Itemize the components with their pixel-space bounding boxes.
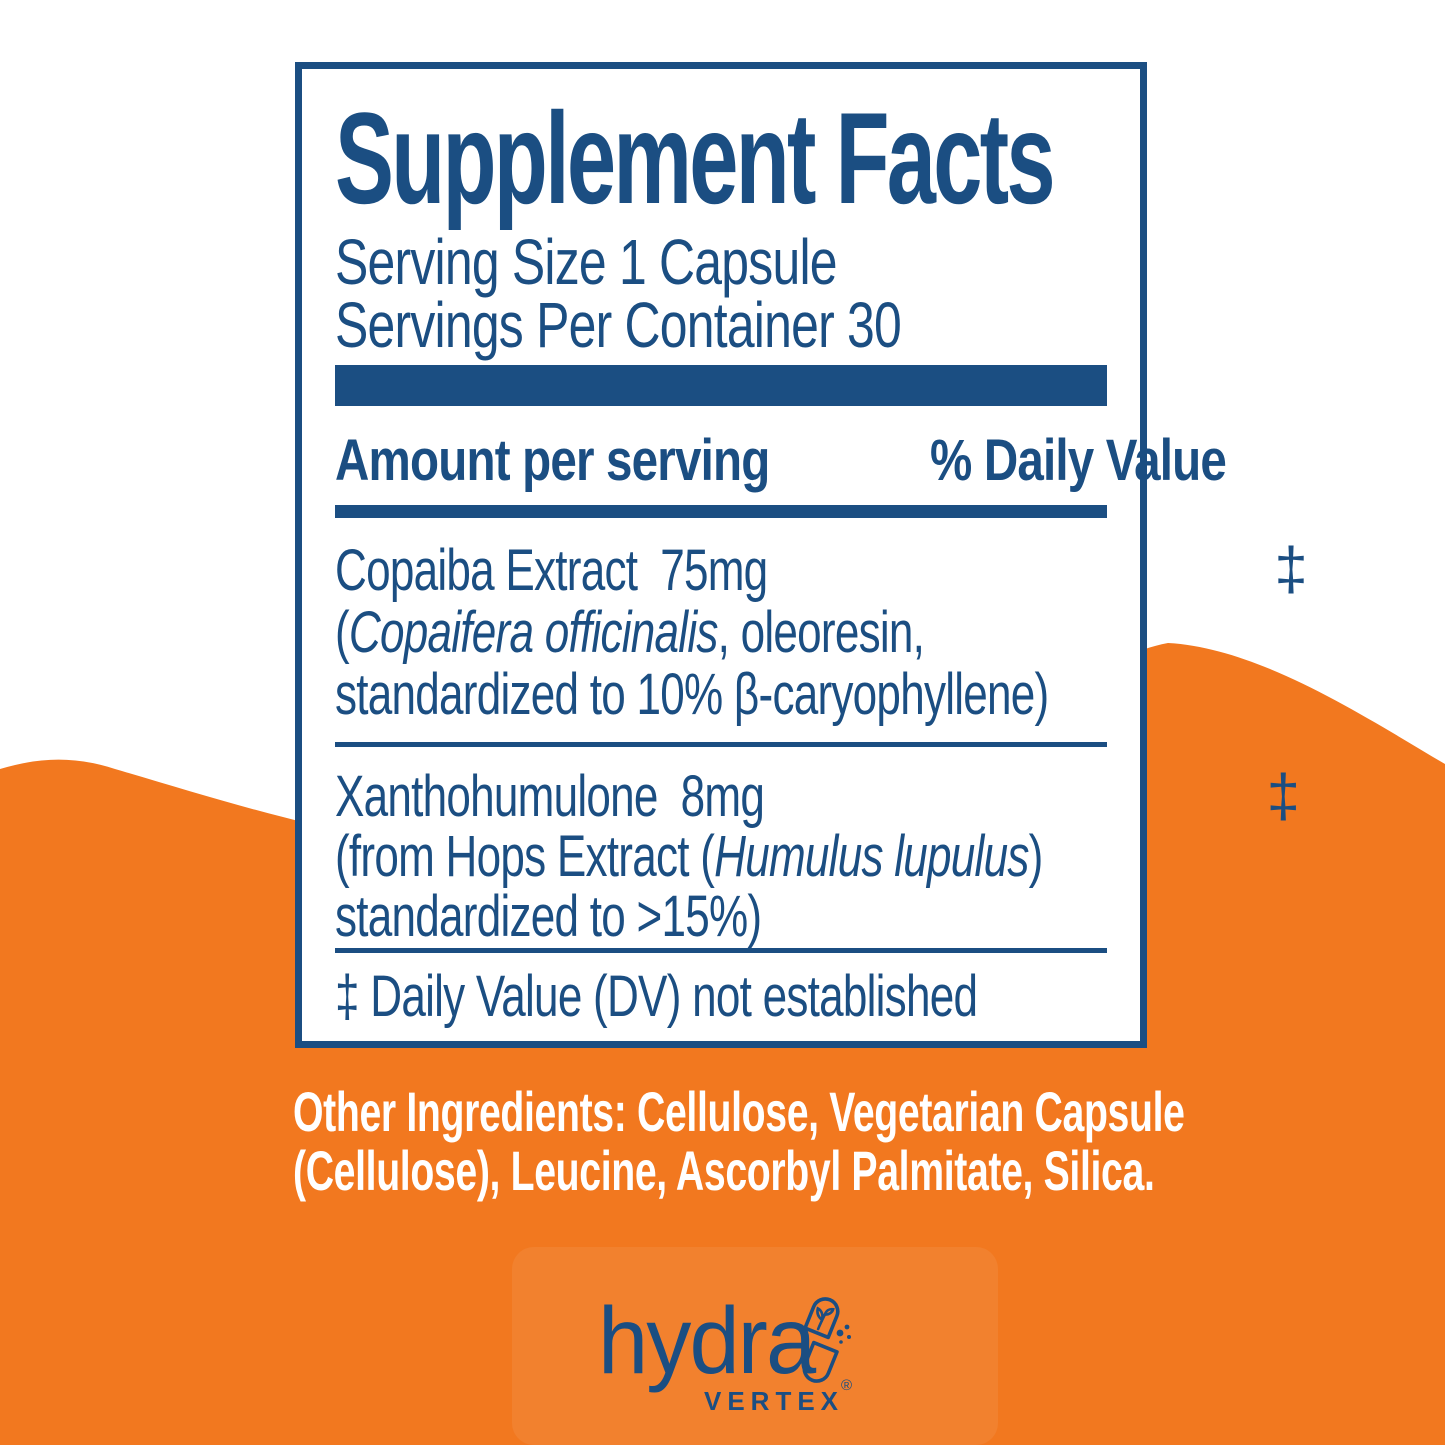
dv-footnote: ‡ Daily Value (DV) not established <box>335 964 978 1029</box>
supplement-facts-panel: Supplement Facts Serving Size 1 Capsule … <box>295 62 1308 1048</box>
ingredient-detail-line: (from Hops Extract (Humulus lupulus) <box>335 824 1043 889</box>
row-separator-rule <box>335 948 1107 953</box>
brand-subtitle: VERTEX <box>704 1386 845 1416</box>
latin-name: Humulus lupulus <box>714 824 1029 889</box>
ingredient-row-xanthohumulone: Xanthohumulone 8mg (from Hops Extract (H… <box>335 764 1300 949</box>
brand-logo: hydra <box>598 1292 868 1442</box>
daily-value-dagger: ‡ <box>1274 535 1308 602</box>
amount-per-serving-header: Amount per serving <box>335 428 770 493</box>
panel-title: Supplement Facts <box>335 85 1056 231</box>
sprout-glyph <box>816 1306 835 1331</box>
other-ingredients: Other Ingredients: Cellulose, Vegetarian… <box>293 1082 1185 1200</box>
ingredient-detail-line: standardized to >15%) <box>335 884 762 949</box>
brand-name: hydra <box>598 1288 816 1394</box>
column-header-row: Amount per serving % Daily Value <box>335 428 1227 493</box>
other-ingredients-line2: (Cellulose), Leucine, Ascorbyl Palmitate… <box>293 1139 1155 1202</box>
daily-value-dagger: ‡ <box>1266 762 1300 829</box>
granule-dots <box>836 1324 851 1344</box>
ingredient-name: Copaiba Extract 75mg <box>335 538 768 603</box>
daily-value-header: % Daily Value <box>929 428 1227 493</box>
logo-background-glow <box>512 1247 998 1445</box>
latin-name: Copaifera officinalis <box>348 600 718 665</box>
servings-per-container: Servings Per Container 30 <box>335 289 902 361</box>
serving-info: Serving Size 1 Capsule Servings Per Cont… <box>335 226 937 361</box>
registered-trademark-symbol: ® <box>841 1377 853 1394</box>
row-separator-rule <box>335 742 1107 747</box>
divider-bar-thin <box>335 505 1107 518</box>
serving-size: Serving Size 1 Capsule <box>335 226 838 298</box>
ingredient-detail-line: standardized to 10% β-caryophyllene) <box>335 662 1049 727</box>
ingredient-detail-line: (Copaifera officinalis, oleoresin, <box>335 600 925 665</box>
ingredient-name: Xanthohumulone 8mg <box>335 764 765 829</box>
divider-bar-thick <box>335 365 1107 406</box>
ingredient-row-copaiba: Copaiba Extract 75mg (Copaifera officina… <box>335 538 1308 727</box>
open-capsule-icon <box>802 1297 851 1383</box>
other-ingredients-label: Other Ingredients: <box>293 1080 627 1143</box>
other-ingredients-line1: Other Ingredients: Cellulose, Vegetarian… <box>293 1080 1185 1143</box>
